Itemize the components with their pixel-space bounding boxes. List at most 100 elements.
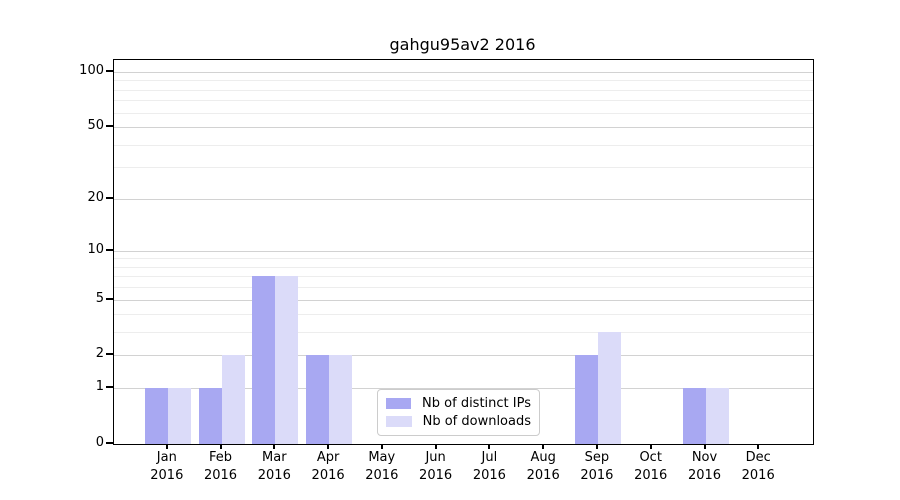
gridline-y-3 <box>114 332 813 334</box>
bar-feb-distinct-ips <box>198 388 222 444</box>
gridline-y-9 <box>114 258 813 260</box>
x-label-year: 2016 <box>257 468 291 483</box>
x-label-may: May 2016 <box>342 449 422 485</box>
bar-mar-downloads <box>275 276 299 444</box>
chart-title: gahgu95av2 2016 <box>389 35 536 54</box>
x-tick-jul <box>488 444 491 449</box>
bar-apr-distinct-ips <box>306 355 330 444</box>
legend-label-downloads: Nb of downloads <box>422 414 531 429</box>
gridline-y-7 <box>114 276 813 278</box>
x-tick-jan <box>165 444 168 449</box>
gridline-y-50 <box>114 127 813 128</box>
gridline-y-30 <box>114 167 813 169</box>
gridline-y-8 <box>114 266 813 268</box>
x-label-mar: Mar 2016 <box>234 449 314 485</box>
legend-item-distinct-ips: Nb of distinct IPs <box>386 396 531 411</box>
bar-sep-distinct-ips <box>574 355 598 444</box>
x-label-dec: Dec 2016 <box>718 449 798 485</box>
gridline-y-90 <box>114 80 813 82</box>
x-label-month: Aug <box>530 450 556 465</box>
x-label-year: 2016 <box>419 468 453 483</box>
y-tick-0 <box>106 442 113 444</box>
gridline-y-80 <box>114 89 813 91</box>
x-label-month: Sep <box>584 450 610 465</box>
x-tick-may <box>380 444 383 449</box>
x-label-nov: Nov 2016 <box>665 449 745 485</box>
x-tick-nov <box>703 444 706 449</box>
legend: Nb of distinct IPs Nb of downloads <box>377 389 540 436</box>
y-label-0: 0 <box>95 435 104 450</box>
x-tick-oct <box>649 444 652 449</box>
x-tick-aug <box>542 444 545 449</box>
x-label-month: May <box>368 450 396 465</box>
y-label-10: 10 <box>87 241 104 257</box>
bar-apr-downloads <box>329 355 353 444</box>
x-label-year: 2016 <box>687 468 722 483</box>
y-label-100: 100 <box>79 62 104 78</box>
x-label-month: Jan <box>156 450 177 465</box>
bar-jan-distinct-ips <box>144 388 168 444</box>
bar-feb-downloads <box>221 355 245 444</box>
x-label-jul: Jul 2016 <box>449 449 529 485</box>
y-tick-100 <box>106 69 113 72</box>
y-label-2: 2 <box>95 346 104 362</box>
plot-area <box>113 59 814 445</box>
x-label-year: 2016 <box>472 468 506 483</box>
x-tick-feb <box>219 444 222 449</box>
x-label-year: 2016 <box>741 468 775 483</box>
x-label-month: Jun <box>425 450 446 465</box>
gridline-y-40 <box>114 144 813 146</box>
bar-mar-distinct-ips <box>252 276 276 444</box>
y-label-1: 1 <box>95 379 104 395</box>
x-label-feb: Feb 2016 <box>181 449 261 485</box>
x-label-year: 2016 <box>580 468 614 483</box>
gridline-y-1 <box>114 388 813 390</box>
x-tick-jun <box>434 444 437 449</box>
x-label-month: Mar <box>262 450 287 465</box>
gridline-y-2 <box>114 355 813 357</box>
x-label-apr: Apr 2016 <box>288 449 368 485</box>
bar-nov-downloads <box>705 388 729 444</box>
gridline-y-5 <box>114 299 813 301</box>
x-label-jun: Jun 2016 <box>396 449 476 485</box>
bar-sep-downloads <box>597 332 621 444</box>
gridline-y-60 <box>114 112 813 114</box>
gridline-y-70 <box>114 100 813 102</box>
bar-jan-downloads <box>167 388 191 444</box>
x-label-year: 2016 <box>526 468 560 483</box>
y-tick-10 <box>106 248 113 251</box>
x-label-month: Feb <box>208 450 233 465</box>
y-tick-50 <box>106 125 113 127</box>
x-label-month: Nov <box>691 450 718 465</box>
legend-label-distinct-ips: Nb of distinct IPs <box>422 396 531 411</box>
x-label-year: 2016 <box>203 468 238 483</box>
x-label-year: 2016 <box>311 468 345 483</box>
y-tick-2 <box>106 353 113 356</box>
y-label-20: 20 <box>87 189 104 205</box>
x-label-oct: Oct 2016 <box>611 449 691 485</box>
x-label-year: 2016 <box>365 468 399 483</box>
x-label-year: 2016 <box>150 468 184 483</box>
gridline-y-10 <box>114 250 813 252</box>
x-label-aug: Aug 2016 <box>503 449 583 485</box>
gridline-y-6 <box>114 287 813 289</box>
gridline-y-20 <box>114 198 813 200</box>
x-tick-sep <box>595 444 598 449</box>
y-tick-1 <box>106 386 113 389</box>
y-label-50: 50 <box>87 118 104 133</box>
legend-item-downloads: Nb of downloads <box>386 414 531 429</box>
legend-swatch-distinct-ips <box>386 398 412 409</box>
x-label-jan: Jan 2016 <box>127 449 207 485</box>
gridline-y-4 <box>114 314 813 316</box>
y-tick-20 <box>106 196 113 199</box>
x-tick-apr <box>327 444 330 449</box>
x-label-month: Jul <box>481 450 498 465</box>
y-label-5: 5 <box>95 290 104 306</box>
legend-swatch-downloads <box>386 416 412 427</box>
x-label-month: Dec <box>745 450 771 465</box>
x-label-month: Oct <box>639 450 662 465</box>
gridline-y-100 <box>114 71 813 73</box>
x-label-year: 2016 <box>634 468 668 483</box>
x-label-month: Apr <box>316 450 340 465</box>
bar-nov-distinct-ips <box>682 388 706 444</box>
